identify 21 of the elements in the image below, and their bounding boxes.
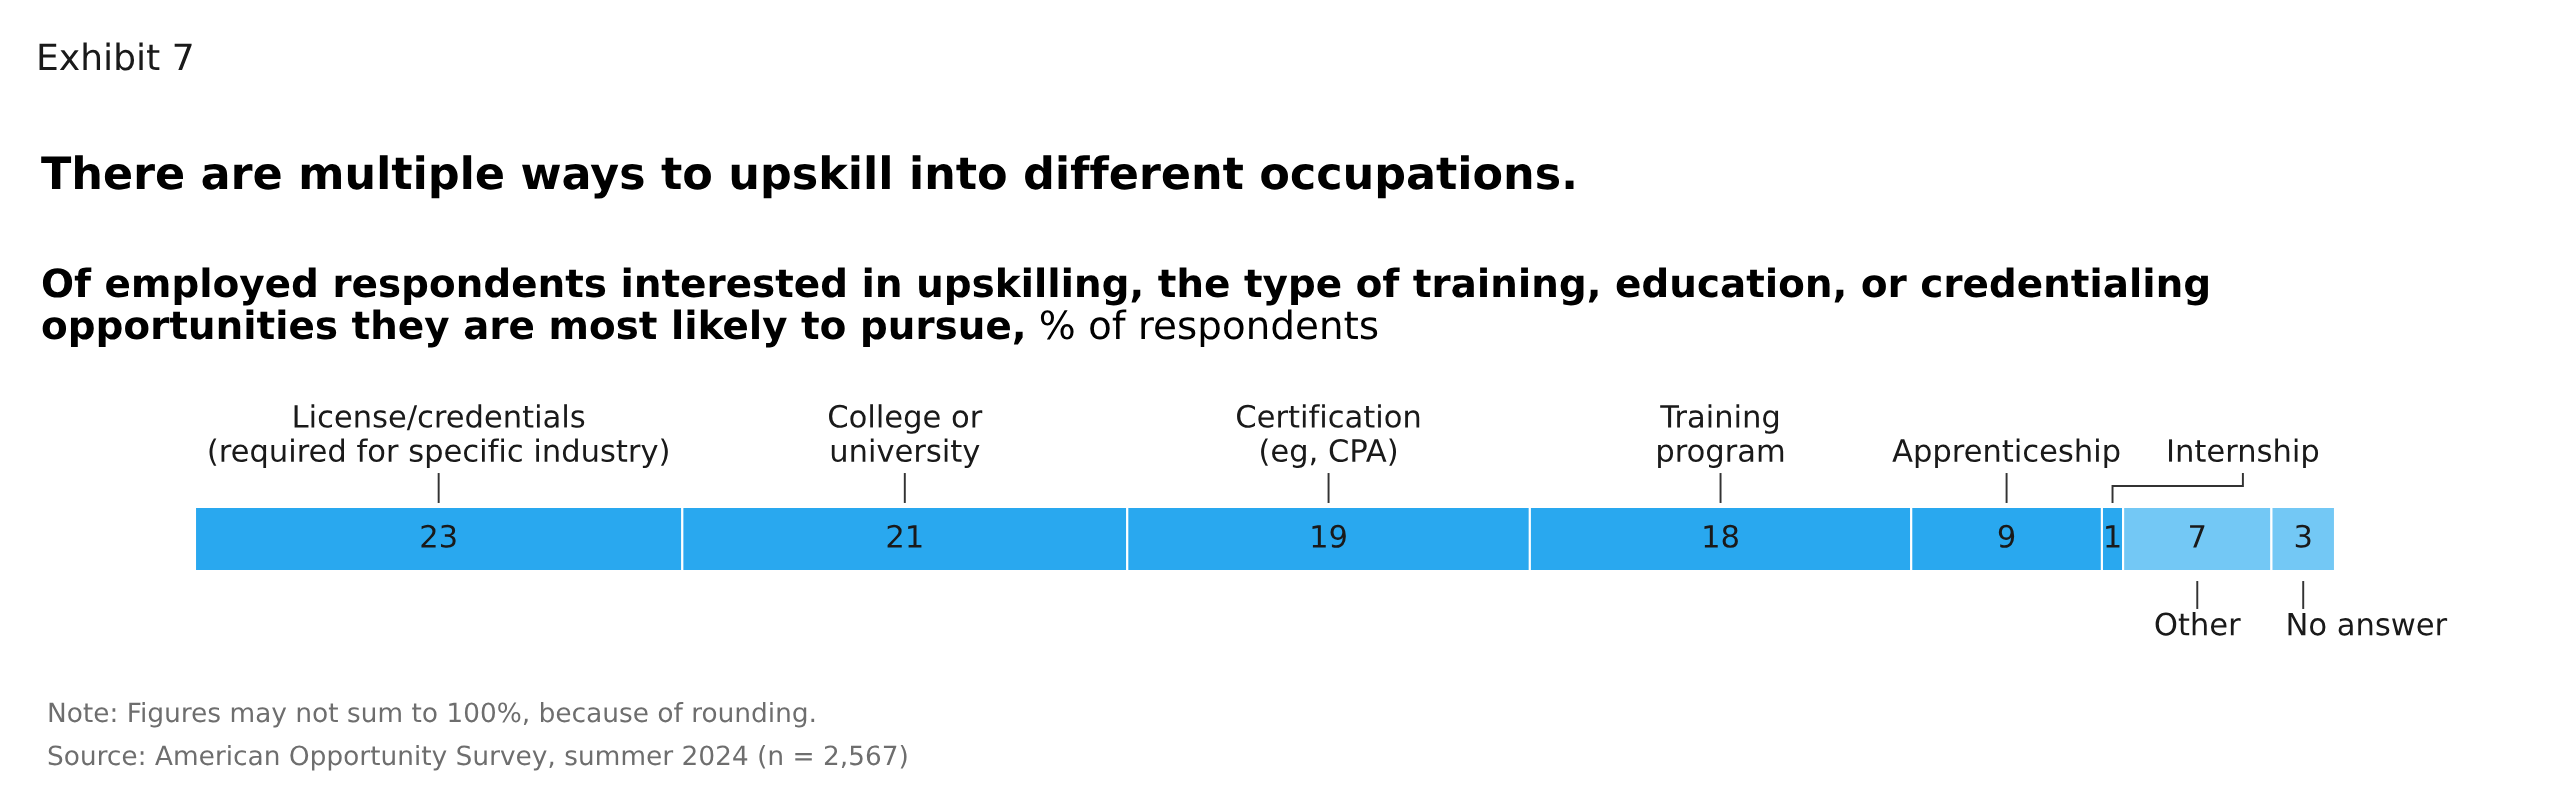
series-label: Apprenticeship xyxy=(1892,438,2120,468)
data-label: 3 xyxy=(2295,524,2311,548)
source-note: Source: American Opportunity Survey, summer 2024 (n = 2,567) xyxy=(48,744,907,771)
data-label: 18 xyxy=(1704,524,1738,548)
chart-title: There are multiple ways to upskill into different occupations. xyxy=(41,155,1574,199)
series-label: License/credentials (required for specific industry) xyxy=(209,404,668,468)
data-label: 21 xyxy=(887,524,922,548)
series-label: College or university xyxy=(829,404,983,468)
data-label: 7 xyxy=(2190,525,2205,548)
chart-subtitle: Of employed respondents interested in upskilling, the type of training, education, or credentialing opportunities they are most likely to pursue, % of respondents xyxy=(42,267,2208,348)
text: Note: Figures may not sum to 100%, because of rounding. xyxy=(49,701,815,728)
text: Exhibit 7 xyxy=(39,42,192,71)
series-label: Other xyxy=(2155,612,2241,636)
series-label: Training program xyxy=(1658,404,1784,468)
data-label: 1 xyxy=(2106,525,2120,548)
data-label: 19 xyxy=(1312,524,1346,548)
series-label: Certification (eg, CPA) xyxy=(1237,404,1420,468)
series-label: Internship xyxy=(2169,438,2319,468)
series-label: No answer xyxy=(2288,612,2448,636)
data-label: 9 xyxy=(1998,524,2015,548)
data-label: 23 xyxy=(421,524,456,548)
